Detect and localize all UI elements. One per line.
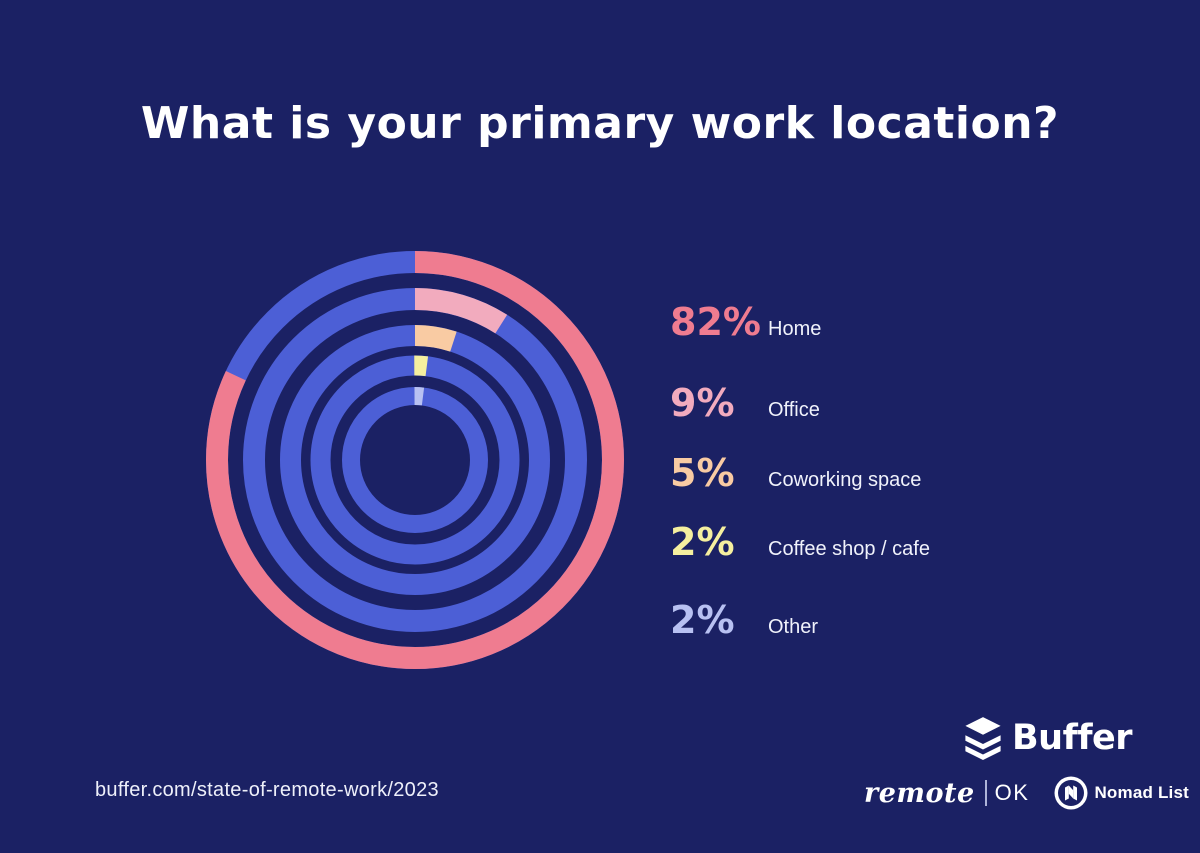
source-url: buffer.com/state-of-remote-work/2023 <box>95 779 439 801</box>
remote-ok-divider <box>984 780 987 806</box>
ring-arc-other <box>342 387 488 533</box>
legend-item-office: 9% Office <box>670 381 820 425</box>
legend-value-other: 2% <box>670 598 735 642</box>
nomad-list-icon <box>1054 776 1088 810</box>
partner-logos: remote OK Nomad List <box>864 772 1189 814</box>
remote-ok-suffix: OK <box>994 780 1030 805</box>
ring-arc-office <box>243 288 587 632</box>
legend-label-home: Home <box>768 318 822 340</box>
legend-value-office: 9% <box>670 381 735 425</box>
legend-label-office: Office <box>768 399 820 421</box>
legend-label-other: Other <box>768 616 819 638</box>
buffer-wordmark: Buffer <box>1012 718 1133 758</box>
buffer-logo-icon <box>965 717 1001 760</box>
concentric-rings-svg <box>206 251 624 669</box>
page-title: What is your primary work location? <box>140 98 1060 149</box>
legend-item-coffee-shop: 2% Coffee shop / cafe <box>670 520 930 564</box>
ring-arc-home <box>206 251 624 669</box>
work-location-ring-chart <box>206 251 624 669</box>
nomad-list-wordmark: Nomad List <box>1094 783 1189 802</box>
legend-item-coworking: 5% Coworking space <box>670 451 921 495</box>
legend-item-other: 2% Other <box>670 598 818 642</box>
legend-value-coworking: 5% <box>670 451 735 495</box>
legend-label-coworking: Coworking space <box>768 469 922 491</box>
buffer-logo: Buffer <box>963 716 1133 760</box>
remote-ok-wordmark: remote <box>864 777 975 809</box>
legend-value-home: 82% <box>670 300 761 344</box>
legend-item-home: 82% Home <box>670 300 821 344</box>
legend-label-coffee-shop: Coffee shop / cafe <box>768 538 930 560</box>
ring-arc-coworking-space <box>280 325 550 595</box>
ring-arc-coffee-shop-cafe <box>310 355 520 565</box>
ring-track-other <box>342 387 488 533</box>
ring-track-office <box>243 288 587 632</box>
legend-value-coffee-shop: 2% <box>670 520 735 564</box>
nomad-list-logo: Nomad List <box>1053 775 1189 811</box>
